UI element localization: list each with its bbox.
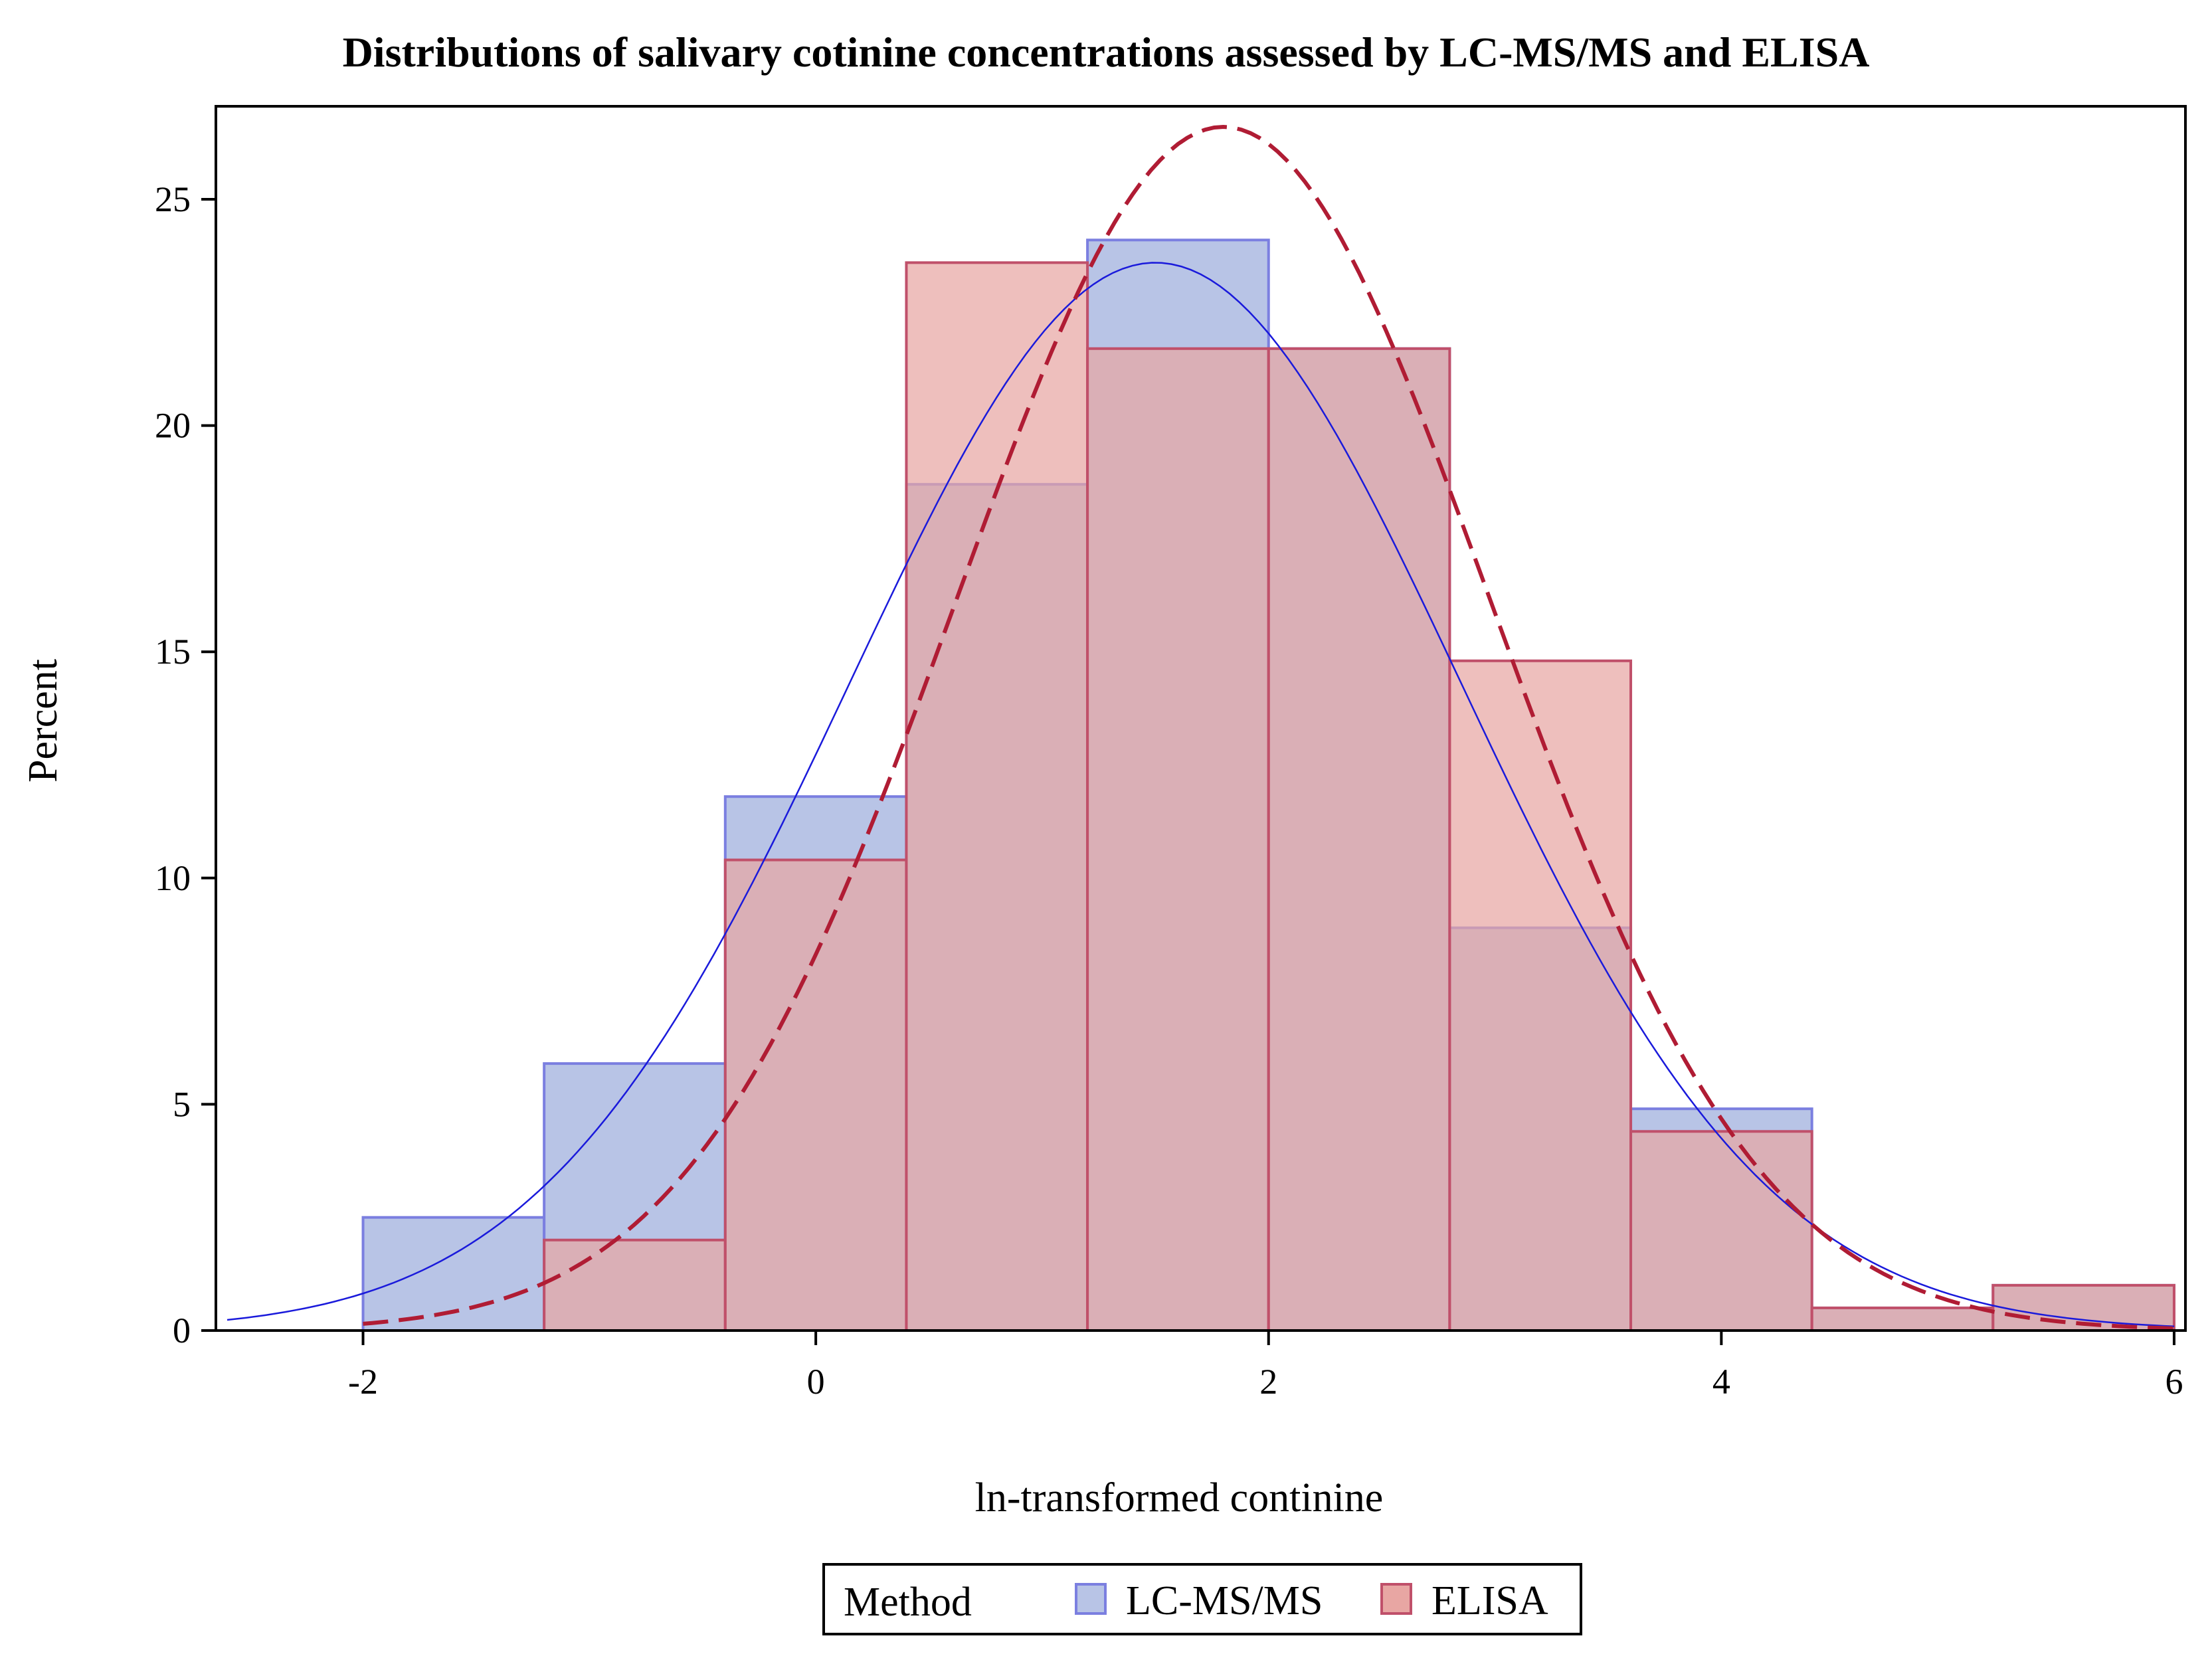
y-tick-label-20: 20	[155, 406, 191, 446]
elisa-bar-4	[1086, 347, 1270, 1332]
legend-frame	[822, 1563, 1582, 1635]
y-tick-label-25: 25	[155, 179, 191, 219]
elisa-normal-curve	[363, 124, 2175, 1331]
elisa-bar-5	[1267, 347, 1451, 1332]
chart-title: Distributions of salivary cotinine conce…	[343, 29, 1870, 76]
x-tick-label-2: 2	[1259, 1362, 1277, 1402]
elisa-bar-2	[723, 858, 908, 1332]
x-tick-label-4: 4	[1712, 1362, 1730, 1402]
y-tick-label-10: 10	[155, 858, 191, 898]
axes-group: 0 5 10 15 20 25 -2 0 2 4 6	[155, 105, 2187, 1402]
x-tick-label-0: 0	[807, 1362, 825, 1402]
x-tick-label-6: 6	[2165, 1362, 2183, 1402]
y-axis-label: Percent	[21, 659, 66, 783]
elisa-bar-8	[1810, 1306, 1995, 1332]
legend: Method LC-MS/MS ELISA	[822, 1563, 1582, 1635]
legend-label-lcms: LC-MS/MS	[1126, 1578, 1323, 1623]
elisa-bar-1	[543, 1238, 727, 1333]
y-tick-label-15: 15	[155, 632, 191, 672]
legend-swatch-lcms	[1075, 1583, 1107, 1615]
legend-label-elisa: ELISA	[1431, 1578, 1548, 1623]
elisa-bar-6	[1448, 659, 1633, 1332]
elisa-bar-7	[1629, 1130, 1813, 1332]
lcms-normal-curve	[227, 262, 2175, 1328]
y-tick-label-5: 5	[173, 1084, 191, 1124]
elisa-bars-group	[543, 261, 2175, 1333]
y-tick-label-0: 0	[173, 1311, 191, 1350]
legend-title: Method	[844, 1580, 972, 1625]
x-axis-label: ln-transformed continine	[975, 1475, 1384, 1520]
elisa-bar-3	[905, 261, 1089, 1332]
x-tick-label--2: -2	[348, 1362, 378, 1402]
density-curves-group	[227, 124, 2175, 1331]
plot-frame	[215, 105, 2187, 1332]
legend-swatch-elisa	[1380, 1583, 1412, 1615]
